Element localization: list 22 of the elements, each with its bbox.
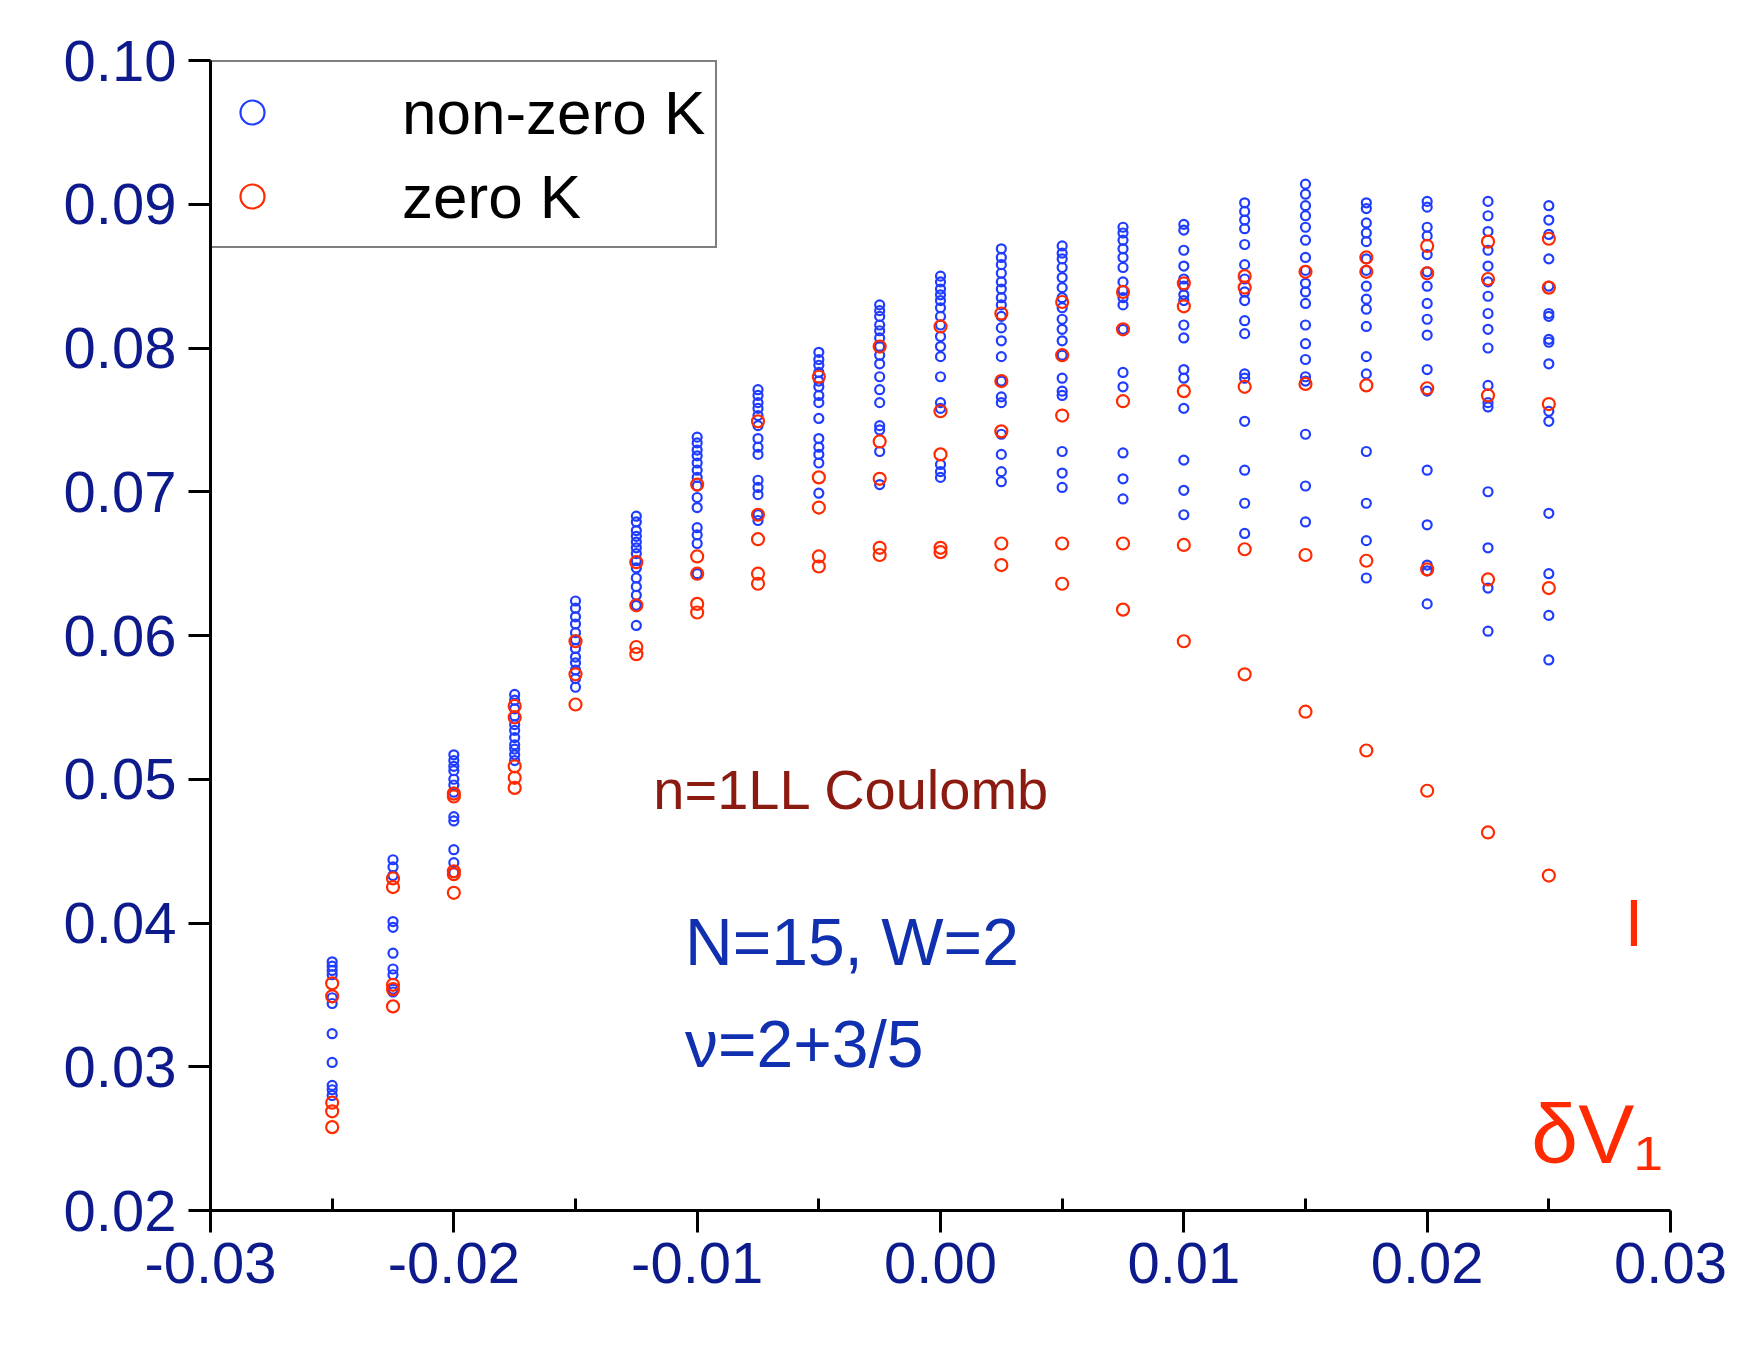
- y-tick-label: 0.06: [63, 602, 177, 668]
- annotation: ν=2+3/5: [685, 1006, 924, 1081]
- annotation: N=15, W=2: [685, 904, 1019, 979]
- x-axis-title: δV₁: [1531, 1086, 1663, 1181]
- annotation: n=1LL Coulomb: [653, 757, 1049, 821]
- y-tick-label: 0.10: [63, 27, 177, 93]
- legend-label: zero K: [402, 160, 582, 233]
- y-tick-label: 0.08: [63, 315, 177, 380]
- annotation: I: [1624, 886, 1644, 960]
- y-tick-label: 0.07: [63, 458, 177, 524]
- x-tick-label: -0.01: [631, 1229, 764, 1295]
- y-tick-label: 0.02: [63, 1177, 177, 1243]
- x-tick-label: 0.03: [1614, 1229, 1727, 1295]
- x-tick-label: 0.00: [884, 1229, 997, 1295]
- x-tick-label: -0.02: [387, 1229, 520, 1295]
- y-tick-label: 0.04: [63, 890, 177, 955]
- legend-label: non-zero K: [402, 76, 706, 149]
- x-tick-label: 0.01: [1127, 1229, 1241, 1295]
- y-tick-label: 0.05: [63, 746, 177, 812]
- x-tick-label: 0.02: [1370, 1229, 1484, 1295]
- y-tick-label: 0.03: [63, 1033, 177, 1099]
- y-tick-label: 0.09: [63, 171, 177, 237]
